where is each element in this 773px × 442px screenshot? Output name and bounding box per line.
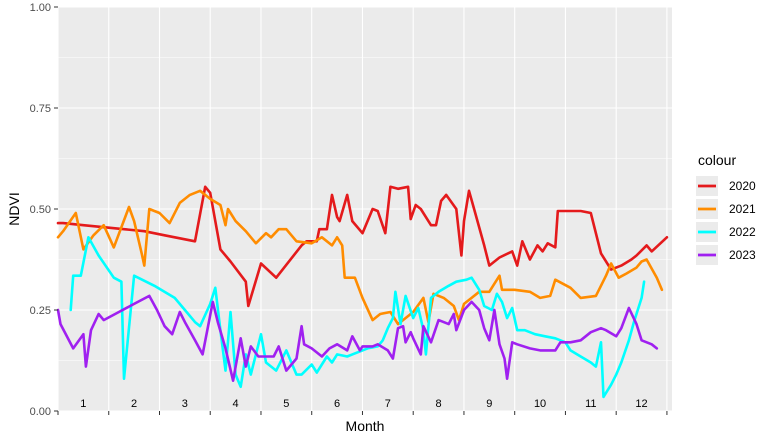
month-label: 11 [585,398,596,410]
y-tick-label: 0.25 [30,305,51,317]
month-label: 6 [334,398,340,410]
series-lines [56,185,669,399]
legend-label-2023: 2023 [729,248,756,262]
month-label: 8 [436,398,442,410]
month-label: 12 [635,398,647,410]
legend-label-2020: 2020 [729,179,756,193]
y-tick-label: 0.75 [30,103,51,115]
month-label: 10 [534,398,546,410]
y-tick-label: 1.00 [30,2,51,14]
month-label: 9 [486,398,492,410]
legend-label-2021: 2021 [729,202,756,216]
month-label: 2 [131,398,137,410]
month-label: 5 [283,398,289,410]
month-label: 4 [233,398,239,410]
month-label: 7 [385,398,391,410]
y-axis-title: NDVI [6,192,22,225]
y-tick-label: 0.50 [30,204,51,216]
series-line-2021 [56,189,664,326]
series-line-2022 [69,236,646,399]
series-line-2020 [56,185,669,308]
month-label: 3 [182,398,188,410]
x-axis-title: Month [346,418,385,434]
legend-label-2022: 2022 [729,225,756,239]
legend-title: colour [698,152,736,168]
x-axis: 1 2 3 4 5 6 7 8 9 10 11 12 [57,398,668,415]
y-tick-label: 0.00 [30,406,51,418]
series-line-2023 [56,294,659,382]
legend: colour 2020 2021 2022 2023 [696,152,756,265]
month-label: 1 [80,398,86,410]
y-axis: 0.00 0.25 0.50 0.75 1.00 [30,2,58,418]
